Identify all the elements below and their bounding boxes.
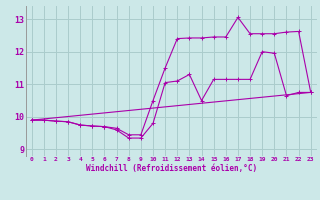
X-axis label: Windchill (Refroidissement éolien,°C): Windchill (Refroidissement éolien,°C)	[86, 164, 257, 173]
